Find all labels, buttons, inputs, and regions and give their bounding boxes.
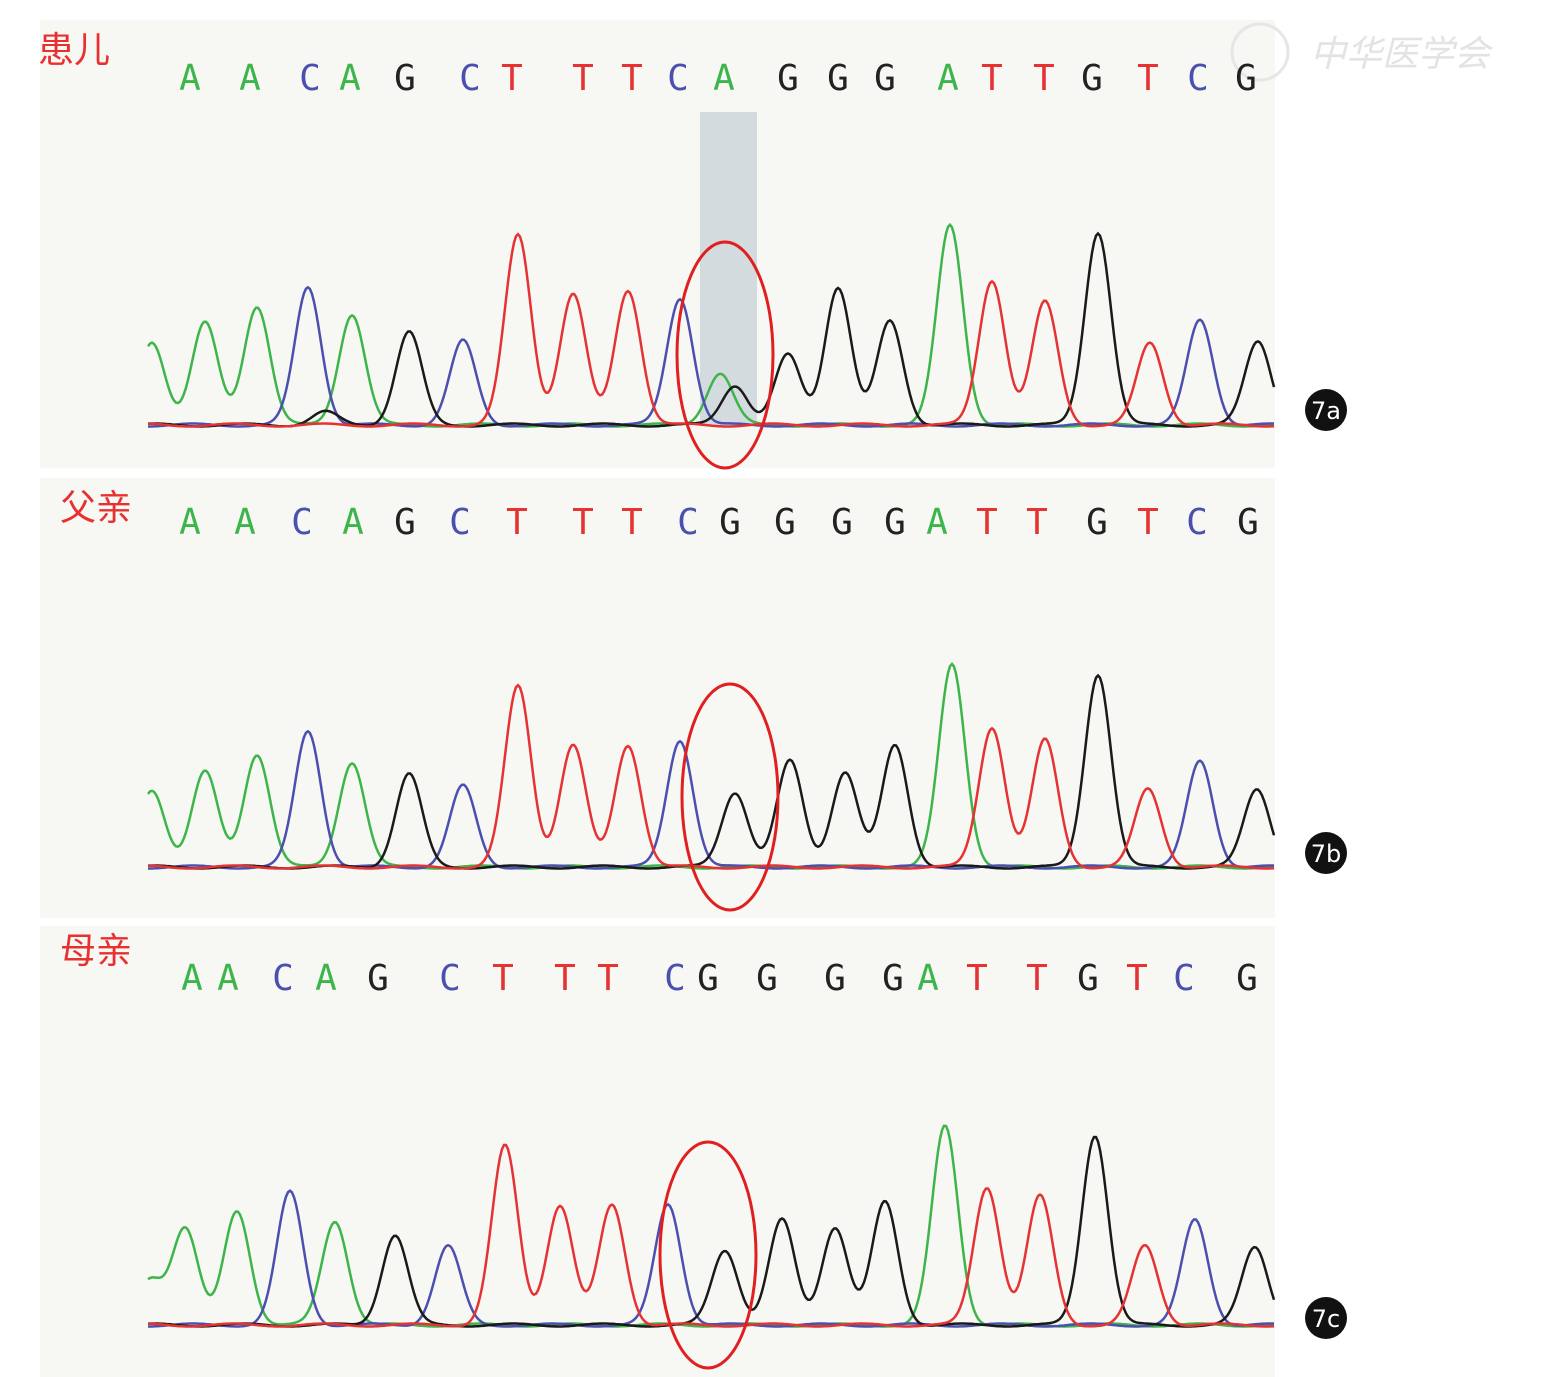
base-call: T bbox=[1026, 502, 1048, 543]
base-call: T bbox=[621, 58, 643, 99]
base-call: G bbox=[774, 502, 796, 543]
base-call: T bbox=[1026, 958, 1048, 999]
panel-label: 父亲 bbox=[60, 488, 132, 529]
base-call: G bbox=[394, 58, 416, 99]
base-call: G bbox=[394, 502, 416, 543]
base-call: G bbox=[1236, 958, 1258, 999]
base-call: C bbox=[449, 502, 471, 543]
panel-label: 母亲 bbox=[60, 931, 132, 972]
panel-label: 患儿 bbox=[38, 30, 110, 71]
base-call: A bbox=[917, 958, 939, 999]
base-call: T bbox=[1033, 58, 1055, 99]
base-call: A bbox=[342, 502, 364, 543]
base-call: T bbox=[554, 958, 576, 999]
base-call: G bbox=[367, 958, 389, 999]
base-call: C bbox=[1187, 58, 1209, 99]
base-call: C bbox=[459, 58, 481, 99]
panel-badge bbox=[1305, 389, 1347, 431]
trace bbox=[148, 729, 1274, 870]
trace bbox=[148, 1143, 1275, 1328]
base-call: C bbox=[1186, 502, 1208, 543]
highlight bbox=[700, 112, 757, 425]
variant-circle bbox=[680, 682, 780, 912]
base-call: T bbox=[501, 58, 523, 99]
base-call: G bbox=[1237, 502, 1259, 543]
base-call: C bbox=[439, 958, 461, 999]
base-call: C bbox=[299, 58, 321, 99]
base-call: G bbox=[874, 58, 896, 99]
base-call: A bbox=[179, 58, 201, 99]
base-call: T bbox=[492, 958, 514, 999]
base-call: A bbox=[179, 502, 201, 543]
panel-id: 7b bbox=[1311, 840, 1342, 868]
base-call: G bbox=[824, 958, 846, 999]
base-call: G bbox=[719, 502, 741, 543]
base-call: C bbox=[272, 958, 294, 999]
trace bbox=[148, 231, 1276, 428]
base-call: A bbox=[926, 502, 948, 543]
base-call: T bbox=[966, 958, 988, 999]
base-call: A bbox=[339, 58, 361, 99]
panel-id: 7a bbox=[1311, 397, 1341, 425]
watermark-logo bbox=[1230, 22, 1290, 82]
base-call: C bbox=[667, 58, 689, 99]
base-call: G bbox=[884, 502, 906, 543]
variant-circle bbox=[658, 1140, 758, 1370]
base-call: T bbox=[506, 502, 528, 543]
base-call: A bbox=[315, 958, 337, 999]
base-call: C bbox=[664, 958, 686, 999]
base-call: T bbox=[621, 502, 643, 543]
base-call: T bbox=[572, 58, 594, 99]
watermark: 中华医学会 bbox=[1310, 34, 1494, 75]
panel-badge bbox=[1305, 832, 1347, 874]
base-call: G bbox=[777, 58, 799, 99]
panel-id: 7c bbox=[1312, 1305, 1340, 1333]
base-call: T bbox=[597, 958, 619, 999]
trace bbox=[148, 232, 1275, 428]
base-call: G bbox=[1235, 58, 1257, 99]
base-call: T bbox=[976, 502, 998, 543]
base-call: G bbox=[1077, 958, 1099, 999]
base-call: T bbox=[1137, 502, 1159, 543]
base-call: G bbox=[1086, 502, 1108, 543]
base-call: G bbox=[756, 958, 778, 999]
base-call: T bbox=[1126, 958, 1148, 999]
base-call: G bbox=[882, 958, 904, 999]
base-call: A bbox=[181, 958, 203, 999]
base-call: T bbox=[1137, 58, 1159, 99]
trace bbox=[148, 1189, 1274, 1328]
variant-circle bbox=[675, 240, 775, 470]
base-call: T bbox=[981, 58, 1003, 99]
base-call: A bbox=[217, 958, 239, 999]
base-call: G bbox=[697, 958, 719, 999]
base-call: G bbox=[827, 58, 849, 99]
base-call: G bbox=[1081, 58, 1103, 99]
base-call: G bbox=[831, 502, 853, 543]
base-call: A bbox=[239, 58, 261, 99]
base-call: T bbox=[572, 502, 594, 543]
panel-bg bbox=[40, 478, 1275, 918]
base-call: C bbox=[677, 502, 699, 543]
base-call: A bbox=[234, 502, 256, 543]
trace bbox=[148, 683, 1275, 870]
base-call: C bbox=[1173, 958, 1195, 999]
base-call: A bbox=[713, 58, 735, 99]
base-call: A bbox=[937, 58, 959, 99]
base-call: C bbox=[291, 502, 313, 543]
panel-badge bbox=[1305, 1297, 1347, 1339]
